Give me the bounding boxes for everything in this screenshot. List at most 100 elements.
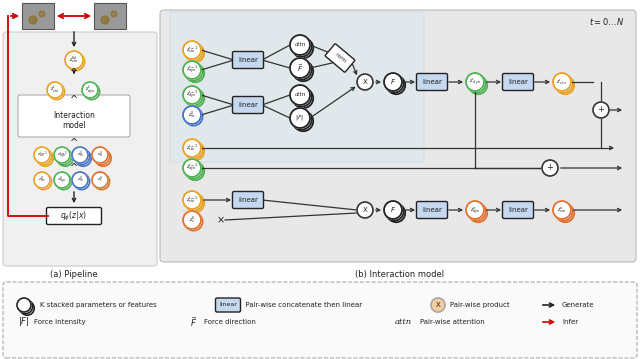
Circle shape	[357, 202, 373, 218]
Text: ^: ^	[70, 163, 78, 173]
Text: $|F|$: $|F|$	[296, 113, 305, 122]
Circle shape	[183, 61, 201, 79]
Circle shape	[39, 11, 45, 17]
Text: $z_{dyn}^n$: $z_{dyn}^n$	[470, 205, 481, 215]
Circle shape	[384, 73, 402, 91]
Text: norm: norm	[333, 52, 347, 64]
Text: X: X	[436, 302, 440, 308]
Circle shape	[34, 147, 50, 163]
Circle shape	[82, 82, 98, 98]
Circle shape	[183, 139, 201, 157]
Text: $z_m^0$: $z_m^0$	[77, 150, 83, 160]
Text: $z'_{ctx}$: $z'_{ctx}$	[556, 78, 568, 87]
Circle shape	[593, 102, 609, 118]
Circle shape	[92, 147, 108, 163]
Text: attn: attn	[294, 42, 306, 47]
Text: $z_{dyn}^{t-1}$: $z_{dyn}^{t-1}$	[57, 149, 67, 161]
Text: $z_c^0$: $z_c^0$	[189, 215, 195, 225]
Circle shape	[54, 147, 70, 163]
FancyBboxPatch shape	[18, 95, 130, 137]
Text: $F$: $F$	[390, 78, 396, 87]
FancyBboxPatch shape	[232, 51, 264, 69]
Text: Infer: Infer	[562, 319, 578, 325]
FancyBboxPatch shape	[417, 74, 447, 90]
Text: X: X	[363, 79, 367, 85]
Bar	[94, 3, 126, 29]
Text: Force direction: Force direction	[204, 319, 256, 325]
FancyBboxPatch shape	[325, 44, 355, 72]
Circle shape	[466, 201, 484, 219]
Text: linear: linear	[422, 79, 442, 85]
Circle shape	[183, 159, 201, 177]
Text: $z_{dyn}^{t-1}$: $z_{dyn}^{t-1}$	[186, 89, 198, 101]
Circle shape	[34, 172, 50, 188]
Text: $|F|$: $|F|$	[18, 316, 29, 328]
Text: $z_c^0$: $z_c^0$	[97, 175, 103, 185]
FancyBboxPatch shape	[160, 10, 636, 262]
Text: $q_\phi(z|x)$: $q_\phi(z|x)$	[61, 209, 88, 223]
FancyBboxPatch shape	[232, 191, 264, 209]
Circle shape	[29, 16, 37, 24]
FancyBboxPatch shape	[47, 208, 102, 224]
Text: linear: linear	[238, 102, 258, 108]
Text: Generate: Generate	[562, 302, 595, 308]
Text: linear: linear	[508, 207, 528, 213]
Text: $z_{ctx}^{t-1}$: $z_{ctx}^{t-1}$	[186, 45, 198, 55]
Circle shape	[290, 35, 310, 55]
FancyBboxPatch shape	[3, 282, 637, 358]
Text: ^: ^	[70, 68, 78, 78]
Circle shape	[290, 85, 310, 105]
Circle shape	[101, 16, 109, 24]
Circle shape	[542, 160, 558, 176]
Text: attn: attn	[294, 93, 306, 98]
FancyBboxPatch shape	[216, 298, 241, 312]
Text: $z'_{dyn}$: $z'_{dyn}$	[469, 77, 481, 87]
FancyBboxPatch shape	[3, 32, 157, 266]
Text: +: +	[598, 106, 604, 115]
Text: attn: attn	[395, 318, 412, 326]
FancyBboxPatch shape	[502, 201, 534, 219]
Text: $z_m^0$: $z_m^0$	[188, 109, 196, 120]
Text: $z_{ctx}^{t-1}$: $z_{ctx}^{t-1}$	[36, 150, 47, 160]
Text: X: X	[363, 207, 367, 213]
Circle shape	[553, 73, 571, 91]
Bar	[22, 3, 54, 29]
FancyBboxPatch shape	[170, 12, 424, 162]
Circle shape	[384, 201, 402, 219]
Circle shape	[290, 108, 310, 128]
Text: Pair-wise attention: Pair-wise attention	[420, 319, 484, 325]
Circle shape	[72, 172, 88, 188]
Text: $z_{dyn}^{t-1}$: $z_{dyn}^{t-1}$	[186, 64, 198, 76]
Text: ^: ^	[70, 138, 78, 148]
Circle shape	[47, 82, 63, 98]
Circle shape	[54, 172, 70, 188]
Text: $\vec{F}$: $\vec{F}$	[190, 315, 197, 329]
Text: $z_{dyn}^{t-1}$: $z_{dyn}^{t-1}$	[186, 162, 198, 174]
Text: (a) Pipeline: (a) Pipeline	[50, 270, 98, 279]
Circle shape	[17, 298, 31, 312]
Text: $\vec{F}$: $\vec{F}$	[297, 62, 303, 74]
Text: $t = 0\ldots N$: $t = 0\ldots N$	[589, 16, 624, 27]
Text: Interaction: Interaction	[53, 112, 95, 121]
Text: $z_{ctx}^t$: $z_{ctx}^t$	[50, 85, 60, 95]
Circle shape	[183, 211, 201, 229]
Text: model: model	[62, 121, 86, 131]
Text: $\times$: $\times$	[216, 215, 225, 225]
FancyBboxPatch shape	[417, 201, 447, 219]
Circle shape	[183, 41, 201, 59]
Text: $z_{ctx}^{t-1}$: $z_{ctx}^{t-1}$	[186, 143, 198, 153]
Text: Pair-wise concatenate then linear: Pair-wise concatenate then linear	[241, 302, 362, 308]
Circle shape	[183, 106, 201, 124]
Circle shape	[357, 74, 373, 90]
Text: $z_m^0$: $z_m^0$	[77, 175, 83, 185]
Text: $z_{ctx}^{0d}$: $z_{ctx}^{0d}$	[69, 55, 79, 65]
Text: $z_{dyn}^0$: $z_{dyn}^0$	[58, 174, 67, 186]
Text: Pair-wise product: Pair-wise product	[450, 302, 509, 308]
Circle shape	[466, 73, 484, 91]
Text: $z_d^0$: $z_d^0$	[97, 150, 103, 160]
Circle shape	[553, 201, 571, 219]
Circle shape	[111, 11, 117, 17]
Text: linear: linear	[422, 207, 442, 213]
Text: $z_{ctx}^0$: $z_{ctx}^0$	[38, 175, 46, 185]
Text: linear: linear	[238, 57, 258, 63]
